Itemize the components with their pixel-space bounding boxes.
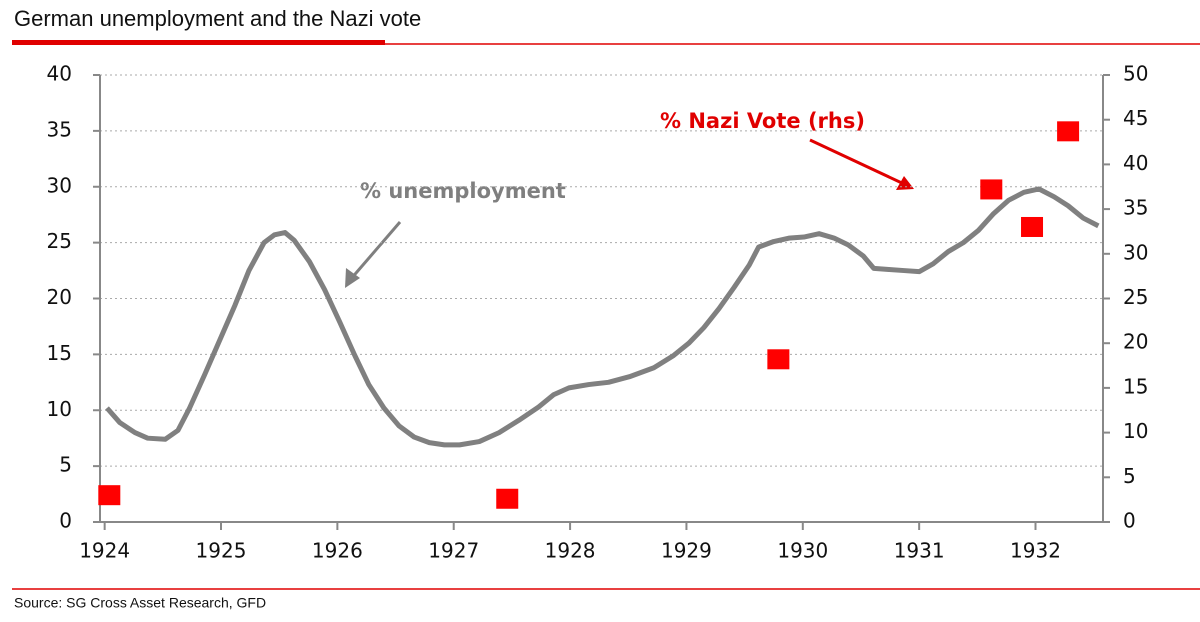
annotation: % Nazi Vote (rhs) bbox=[660, 109, 865, 133]
y-tick-label: 10 bbox=[47, 397, 72, 421]
y-tick-label: 35 bbox=[47, 117, 72, 141]
y-tick-label: 15 bbox=[47, 341, 72, 365]
x-tick-label: 1931 bbox=[894, 539, 945, 563]
y2-tick-label: 10 bbox=[1123, 419, 1148, 443]
arrow bbox=[809, 138, 905, 186]
y-tick-label: 5 bbox=[59, 453, 72, 477]
y-tick-label: 30 bbox=[47, 173, 72, 197]
point bbox=[496, 488, 519, 509]
y2-tick-label: 25 bbox=[1123, 285, 1148, 309]
point bbox=[980, 179, 1003, 200]
y2-tick-label: 15 bbox=[1123, 374, 1148, 398]
x-tick-label: 1930 bbox=[777, 539, 828, 563]
y2-tick-label: 30 bbox=[1123, 240, 1148, 264]
y2-tick-label: 45 bbox=[1123, 106, 1148, 130]
x-tick-label: 1929 bbox=[661, 539, 712, 563]
annotation: % unemployment bbox=[360, 179, 566, 203]
y2-tick-label: 5 bbox=[1123, 464, 1136, 488]
x-tick-label: 1932 bbox=[1010, 539, 1061, 563]
x-tick-label: 1928 bbox=[545, 539, 596, 563]
y2-tick-label: 40 bbox=[1123, 151, 1148, 175]
y-tick-label: 0 bbox=[59, 509, 72, 533]
x-tick-label: 1924 bbox=[79, 539, 130, 563]
point bbox=[1021, 216, 1044, 237]
y2-tick-label: 20 bbox=[1123, 330, 1148, 354]
source: Source: SG Cross Asset Research, GFD bbox=[14, 595, 266, 611]
arrow-head bbox=[345, 268, 360, 288]
chart-title: German unemployment and the Nazi vote bbox=[14, 6, 421, 31]
y2-tick-label: 35 bbox=[1123, 196, 1148, 220]
y-tick-label: 20 bbox=[47, 285, 72, 309]
y2-tick-label: 0 bbox=[1123, 509, 1136, 533]
x-tick-label: 1926 bbox=[312, 539, 363, 563]
point bbox=[1057, 121, 1080, 142]
point bbox=[98, 485, 121, 506]
y-tick-label: 40 bbox=[47, 62, 72, 86]
x-tick-label: 1927 bbox=[428, 539, 479, 563]
line bbox=[105, 186, 1100, 448]
point bbox=[767, 349, 790, 370]
arrow bbox=[348, 221, 402, 281]
y2-tick-label: 50 bbox=[1123, 62, 1148, 86]
x-tick-label: 1925 bbox=[196, 539, 247, 563]
title-bar bbox=[12, 40, 385, 45]
y-tick-label: 25 bbox=[47, 229, 72, 253]
